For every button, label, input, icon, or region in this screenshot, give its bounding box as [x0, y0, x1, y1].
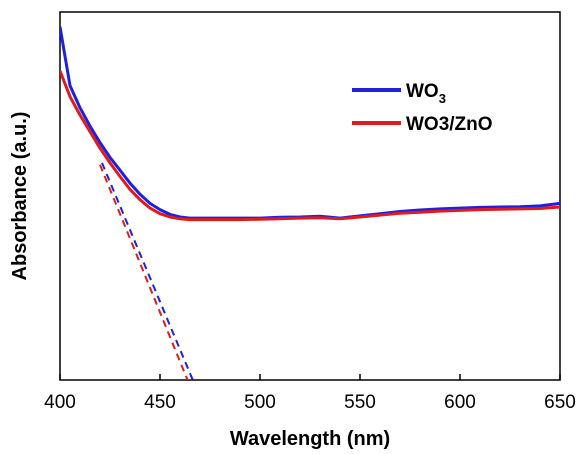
x-tick-label-450: 450: [144, 392, 176, 413]
tangent-line-wo3-zno: [99, 164, 189, 380]
x-tick-label-400: 400: [44, 392, 76, 413]
series-layer: [60, 26, 560, 380]
plot-frame: [59, 11, 561, 381]
x-tick-label-600: 600: [444, 392, 476, 413]
legend-label-wo3: WO3: [406, 81, 446, 106]
series-line-wo3-zno: [60, 70, 560, 222]
legend-label-wo3-zno: WO3/ZnO: [406, 114, 493, 135]
legend: WO3 WO3/ZnO: [352, 81, 493, 135]
x-axis-ticks: 400 450 500 550 600 650: [44, 374, 576, 413]
x-axis-title: Wavelength (nm): [230, 428, 390, 450]
x-tick-label-550: 550: [344, 392, 376, 413]
x-tick-label-650: 650: [544, 392, 576, 413]
x-tick-label-500: 500: [244, 392, 276, 413]
tangent-line-wo3: [101, 162, 194, 380]
y-axis-title: Absorbance (a.u.): [9, 112, 31, 281]
